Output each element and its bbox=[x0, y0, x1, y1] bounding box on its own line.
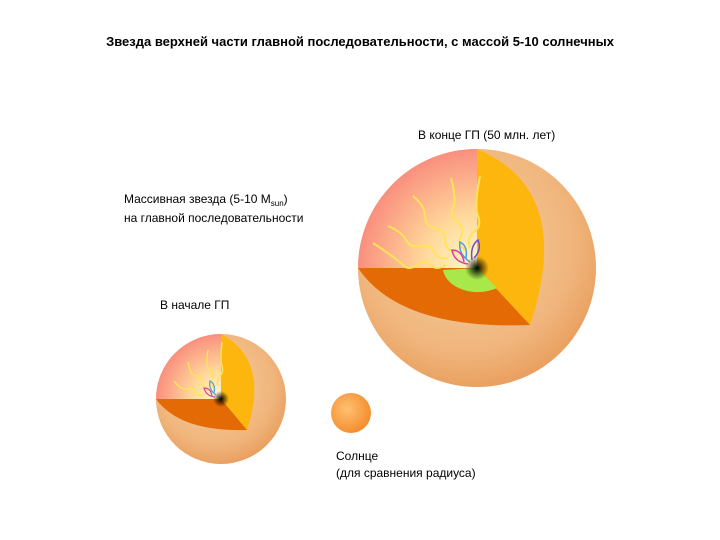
sun bbox=[331, 393, 371, 433]
massive-line2: на главной последовательности bbox=[124, 211, 303, 225]
massive-line1: Массивная звезда (5-10 M bbox=[124, 192, 271, 206]
sun-line2: (для сравнения радиуса) bbox=[336, 466, 476, 480]
massive-line1-end: ) bbox=[284, 192, 288, 206]
late-label: В конце ГП (50 млн. лет) bbox=[418, 128, 555, 142]
early-label: В начале ГП bbox=[160, 298, 229, 312]
title: Звезда верхней части главной последовате… bbox=[106, 34, 615, 49]
massive-subscript: sun bbox=[271, 199, 284, 208]
sun-line1: Солнце bbox=[336, 449, 378, 463]
massive-label: Массивная звезда (5-10 Msun) bbox=[124, 192, 288, 208]
early-star bbox=[156, 334, 286, 464]
late-star bbox=[358, 149, 596, 387]
